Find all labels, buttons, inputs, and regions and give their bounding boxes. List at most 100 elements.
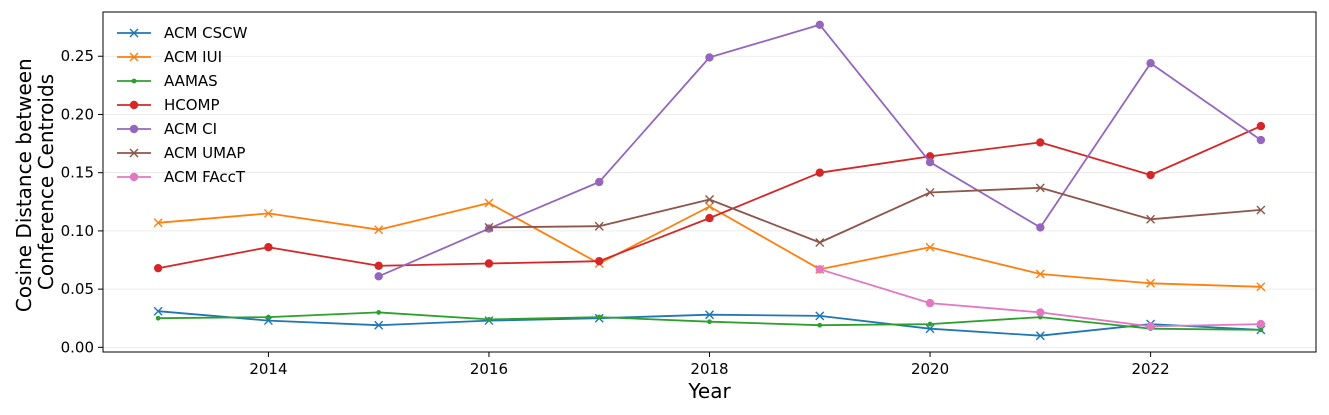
data-point-acm-cscw-stroke	[815, 311, 825, 321]
y-tick-label: 0.15	[61, 164, 94, 182]
data-point-acm-ci	[374, 272, 383, 281]
data-point-acm-ci	[595, 177, 604, 187]
data-point-acm-iui	[374, 225, 384, 235]
data-point-aamas	[1258, 327, 1264, 333]
data-point-acm-iui	[263, 208, 273, 218]
x-axis: 2014 2016 2018 2020 2022	[249, 352, 1170, 378]
data-point-acm-iui	[1256, 282, 1266, 292]
legend-label: ACM FAccT	[164, 168, 246, 186]
data-point-acm-umap-stroke	[1146, 214, 1156, 224]
data-point-hcomp	[1256, 121, 1266, 131]
data-point-aamas	[376, 310, 382, 315]
legend-label: AAMAS	[164, 72, 218, 90]
data-point-aamas	[707, 319, 712, 325]
series-line-acm-umap	[488, 186, 1261, 244]
data-point-acm-cscw	[705, 310, 714, 320]
data-point-acm-iui	[925, 242, 935, 252]
data-point-acm-umap-stroke	[484, 222, 494, 232]
data-point-hcomp	[705, 213, 714, 223]
legend-entry-acm-cscw: ACM CSCW	[117, 24, 248, 42]
data-point-acm-cscw-stroke	[153, 306, 163, 316]
series-acm-facct	[815, 265, 1266, 331]
data-point-aamas	[927, 321, 933, 327]
data-point-acm-cscw	[374, 320, 384, 330]
data-point-acm-cscw-stroke	[1035, 331, 1045, 341]
legend-label: ACM CI	[164, 120, 217, 138]
series-layer	[153, 20, 1266, 341]
legend-label: HCOMP	[164, 96, 220, 114]
data-point-acm-iui-stroke	[374, 225, 384, 235]
data-point-acm-ci	[1036, 223, 1045, 232]
data-point-acm-iui	[484, 198, 494, 208]
data-point-acm-umap	[925, 187, 935, 197]
legend-swatch-marker	[129, 28, 139, 38]
plot-frame	[102, 11, 1317, 353]
data-point-acm-umap	[705, 194, 714, 204]
data-point-acm-facct	[925, 298, 935, 308]
series-acm-umap	[484, 183, 1266, 248]
data-point-hcomp	[374, 261, 383, 271]
legend-entry-aamas: AAMAS	[117, 72, 218, 90]
data-point-hcomp	[484, 259, 494, 268]
legend-entry-acm-umap: ACM UMAP	[117, 144, 245, 162]
y-axis-title-line-2: Conference Centroids	[34, 74, 58, 290]
data-point-acm-umap	[1035, 183, 1045, 193]
legend-swatch-marker	[129, 52, 139, 62]
data-point-acm-iui	[1146, 278, 1156, 288]
series-line-acm-ci	[378, 23, 1262, 278]
data-point-acm-iui-stroke	[484, 198, 494, 208]
legend-swatch-marker	[129, 148, 139, 158]
data-point-hcomp	[815, 168, 824, 177]
y-axis: 0.00 0.05 0.10 0.15 0.20 0.25	[61, 47, 103, 356]
data-point-acm-umap	[594, 221, 604, 231]
data-point-acm-ci	[1146, 59, 1155, 68]
legend-entry-acm-ci: ACM CI	[117, 120, 217, 138]
y-tick-label: 0.20	[61, 105, 94, 123]
x-tick-label: 2014	[249, 360, 287, 378]
data-point-acm-iui-stroke	[1146, 278, 1156, 288]
y-tick-label: 0.25	[61, 47, 94, 65]
data-point-aamas	[266, 314, 271, 320]
legend-swatch-marker	[131, 78, 137, 84]
data-point-acm-umap	[1146, 214, 1156, 224]
legend-swatch-marker-stroke	[129, 28, 139, 38]
legend: ACM CSCW ACM IUI AAMAS HCOMP ACM CI ACM UMAP A…	[117, 24, 248, 186]
data-point-acm-cscw	[153, 306, 163, 316]
x-tick-label: 2022	[1131, 360, 1169, 378]
data-point-acm-umap-stroke	[1035, 183, 1045, 193]
data-point-acm-ci	[925, 158, 935, 167]
series-line-hcomp	[157, 125, 1262, 270]
data-point-aamas	[596, 314, 602, 320]
y-axis-title-line-1: Cosine Distance between	[12, 58, 36, 312]
series-acm-iui	[153, 198, 1266, 292]
data-point-acm-cscw-stroke	[925, 324, 935, 334]
data-point-acm-umap	[484, 222, 494, 232]
data-point-hcomp	[1146, 170, 1155, 180]
data-point-acm-umap-stroke	[705, 194, 714, 204]
legend-entry-acm-facct: ACM FAccT	[117, 168, 246, 186]
series-hcomp	[153, 121, 1266, 273]
data-point-acm-facct	[1036, 308, 1045, 317]
data-point-acm-facct	[815, 265, 824, 274]
data-point-hcomp	[595, 256, 604, 266]
data-point-acm-cscw	[925, 324, 935, 334]
y-tick-label: 0.10	[61, 222, 94, 240]
data-point-acm-ci	[705, 53, 714, 62]
legend-swatch-marker	[129, 172, 139, 182]
data-point-acm-cscw-stroke	[263, 316, 273, 326]
x-tick-label: 2020	[911, 360, 949, 378]
legend-swatch-marker	[129, 124, 139, 134]
data-point-acm-ci	[484, 224, 494, 233]
data-point-acm-cscw	[1035, 331, 1045, 341]
data-point-acm-cscw-stroke	[374, 320, 384, 330]
legend-swatch-marker	[129, 100, 139, 110]
data-point-acm-iui	[1035, 269, 1045, 279]
grid-layer	[103, 55, 1316, 348]
x-tick-label: 2018	[690, 360, 728, 378]
data-point-acm-umap-stroke	[1256, 205, 1266, 215]
data-point-aamas	[155, 315, 161, 321]
data-point-acm-cscw-stroke	[705, 310, 714, 320]
data-point-acm-iui	[153, 218, 163, 228]
y-axis-title: Cosine Distance between Conference Centr…	[12, 52, 58, 312]
data-point-acm-iui-stroke	[1035, 269, 1045, 279]
